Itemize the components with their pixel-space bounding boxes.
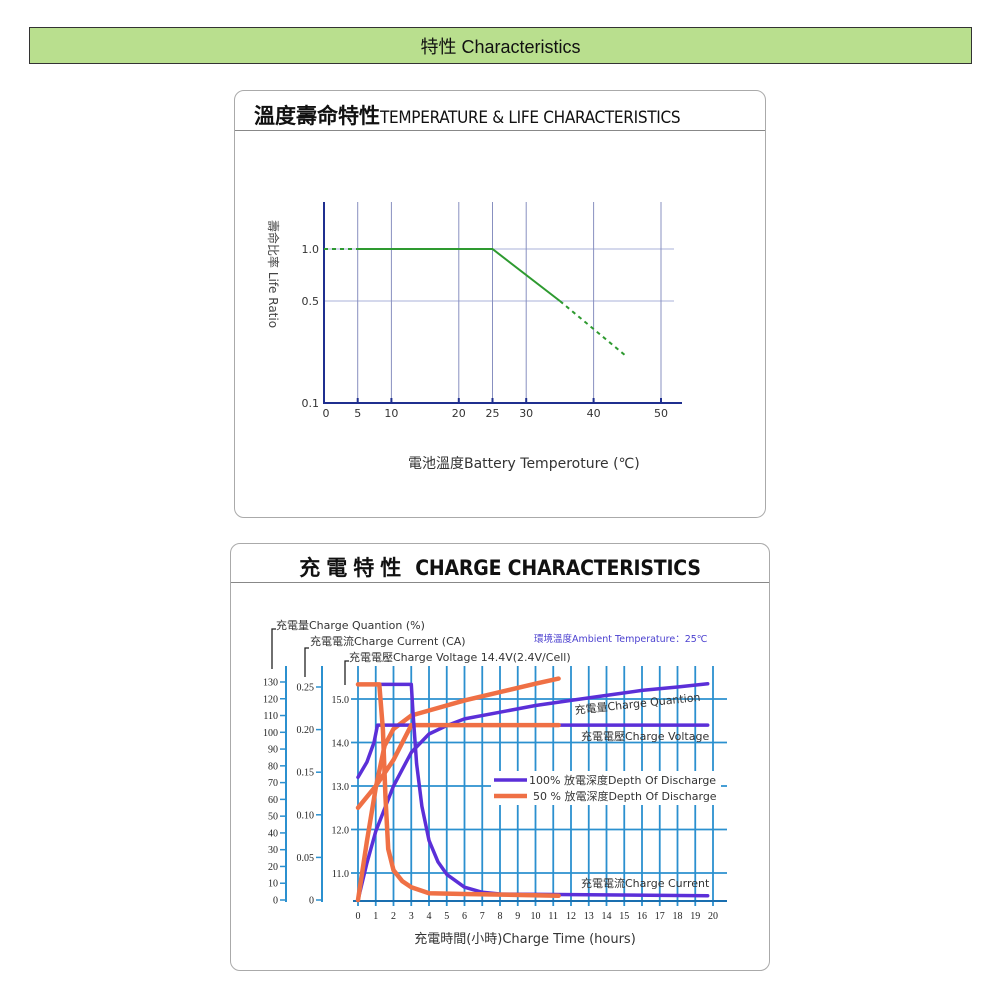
charge-characteristics-chart: 0 1 2 3 4 5 6 7 8 9 10 11 12 13 14 15 16 17 18 19 2011.012.0… bbox=[263, 618, 727, 947]
x-tick-label: 5 bbox=[444, 911, 449, 922]
x-tick-label: 8 bbox=[498, 911, 503, 922]
quantity-tick-label: 40 bbox=[268, 828, 278, 839]
x-tick-label: 25 bbox=[486, 407, 500, 420]
x-tick-label: 20 bbox=[708, 911, 718, 922]
current-tick-label: 0.10 bbox=[297, 810, 315, 821]
x-tick-label: 13 bbox=[584, 911, 594, 922]
legend-label: 100% 放電深度Depth Of Discharge bbox=[529, 773, 716, 787]
panel-title-zh: 充電特性 bbox=[299, 556, 408, 580]
x-tick-label: 3 bbox=[409, 911, 414, 922]
section-banner: 特性 Characteristics bbox=[29, 27, 972, 64]
panel-title-en: TEMPERATURE & LIFE CHARACTERISTICS bbox=[380, 108, 681, 128]
current-axis-label: 充電電流Charge Current (CA) bbox=[310, 634, 466, 648]
y-tick-label: 0.5 bbox=[302, 295, 320, 308]
quantity-tick-label: 110 bbox=[263, 711, 278, 722]
charge-characteristics-panel: 充電特性 CHARGE CHARACTERISTICS 0 1 2 3 4 5 6 7 8 9 10… bbox=[230, 543, 770, 971]
x-tick-label: 0 bbox=[356, 911, 361, 922]
quantity-tick-label: 20 bbox=[268, 862, 278, 873]
x-tick-label: 0 bbox=[323, 407, 330, 420]
temperature-life-chart: 0.1 0.5 1.0 0 5 10 20 25 30 40 50 電池溫度Battery Tempe… bbox=[266, 202, 682, 472]
ambient-temperature-note: 環境溫度Ambient Temperature：25℃ bbox=[534, 633, 708, 645]
life-ratio-line-dashed bbox=[559, 300, 628, 358]
x-tick-label: 5 bbox=[354, 407, 361, 420]
x-tick-label: 2 bbox=[391, 911, 396, 922]
temperature-life-panel: 溫度壽命特性 TEMPERATURE & LIFE CHARACTERISTIC… bbox=[234, 90, 766, 518]
legend-label: 50 % 放電深度Depth Of Discharge bbox=[533, 789, 717, 803]
quantity-tick-label: 120 bbox=[263, 694, 278, 705]
x-tick-label: 20 bbox=[452, 407, 466, 420]
quantity-tick-label: 90 bbox=[268, 745, 278, 756]
x-tick-label: 10 bbox=[384, 407, 398, 420]
voltage-tick-label: 14.0 bbox=[332, 739, 350, 750]
x-tick-label: 11 bbox=[548, 911, 558, 922]
x-tick-label: 10 bbox=[531, 911, 541, 922]
quantity-tick-label: 70 bbox=[268, 778, 278, 789]
x-tick-label: 19 bbox=[690, 911, 700, 922]
current-tick-label: 0.20 bbox=[297, 725, 315, 736]
current-tick-label: 0 bbox=[309, 896, 314, 907]
series-current-50 bbox=[355, 682, 561, 898]
series-quantity-100 bbox=[356, 681, 710, 902]
panel-title-zh: 溫度壽命特性 bbox=[254, 104, 380, 128]
voltage-tick-label: 11.0 bbox=[332, 869, 349, 880]
current-tick-label: 0.05 bbox=[297, 853, 315, 864]
quantity-tick-label: 0 bbox=[273, 896, 278, 907]
x-tick-label: 14 bbox=[602, 911, 612, 922]
voltage-tick-label: 15.0 bbox=[332, 695, 350, 706]
quantity-tick-label: 30 bbox=[268, 845, 278, 856]
voltage-tick-label: 13.0 bbox=[332, 782, 350, 793]
quantity-tick-label: 10 bbox=[268, 879, 278, 890]
quantity-tick-label: 80 bbox=[268, 761, 278, 772]
voltage-tick-label: 12.0 bbox=[332, 826, 350, 837]
x-tick-label: 9 bbox=[515, 911, 520, 922]
x-tick-label: 7 bbox=[480, 911, 485, 922]
quantity-curve-label: 充電量Charge Quantion bbox=[574, 690, 701, 717]
y-tick-label: 1.0 bbox=[302, 243, 320, 256]
voltage-axis-label: 充電電壓Charge Voltage 14.4V(2.4V/Cell) bbox=[349, 650, 571, 664]
voltage-axis-bracket bbox=[344, 660, 349, 685]
x-tick-label: 50 bbox=[654, 407, 668, 420]
life-ratio-line-solid bbox=[357, 248, 561, 302]
panel-title: 充電特性 CHARGE CHARACTERISTICS bbox=[231, 544, 769, 583]
x-tick-label: 1 bbox=[373, 911, 378, 922]
x-tick-label: 18 bbox=[673, 911, 683, 922]
y-tick-label: 0.1 bbox=[302, 397, 320, 410]
x-axis-label: 充電時間(小時)Charge Time (hours) bbox=[414, 931, 636, 947]
panel-title-en: CHARGE CHARACTERISTICS bbox=[415, 556, 701, 580]
quantity-tick-label: 50 bbox=[268, 812, 278, 823]
series-quantity-50 bbox=[355, 676, 561, 903]
x-tick-label: 40 bbox=[587, 407, 601, 420]
x-tick-label: 16 bbox=[637, 911, 647, 922]
current-tick-label: 0.25 bbox=[297, 683, 315, 694]
x-tick-label: 4 bbox=[427, 911, 432, 922]
x-axis-label: 電池溫度Battery Temperoture (℃) bbox=[408, 456, 640, 472]
quantity-tick-label: 60 bbox=[268, 795, 278, 806]
current-tick-label: 0.15 bbox=[297, 768, 315, 779]
current-curve-label: 充電電流Charge Current bbox=[581, 876, 710, 890]
quantity-axis-bracket bbox=[271, 628, 276, 669]
y-axis-label: 壽命比率 Life Ratio bbox=[266, 220, 281, 328]
x-tick-label: 6 bbox=[462, 911, 467, 922]
x-tick-label: 30 bbox=[519, 407, 533, 420]
legend-background bbox=[491, 771, 721, 805]
quantity-axis-label: 充電量Charge Quantion (%) bbox=[276, 618, 425, 632]
current-axis-bracket bbox=[304, 647, 309, 677]
quantity-tick-label: 130 bbox=[263, 677, 278, 688]
voltage-curve-label: 充電電壓Charge Voltage bbox=[581, 729, 709, 743]
banner-title: 特性 Characteristics bbox=[420, 36, 581, 57]
panel-title: 溫度壽命特性 TEMPERATURE & LIFE CHARACTERISTIC… bbox=[235, 91, 765, 131]
x-tick-label: 12 bbox=[566, 911, 576, 922]
x-tick-label: 17 bbox=[655, 911, 665, 922]
series-voltage-50 bbox=[355, 722, 561, 811]
quantity-tick-label: 100 bbox=[263, 728, 278, 739]
x-tick-label: 15 bbox=[619, 911, 629, 922]
